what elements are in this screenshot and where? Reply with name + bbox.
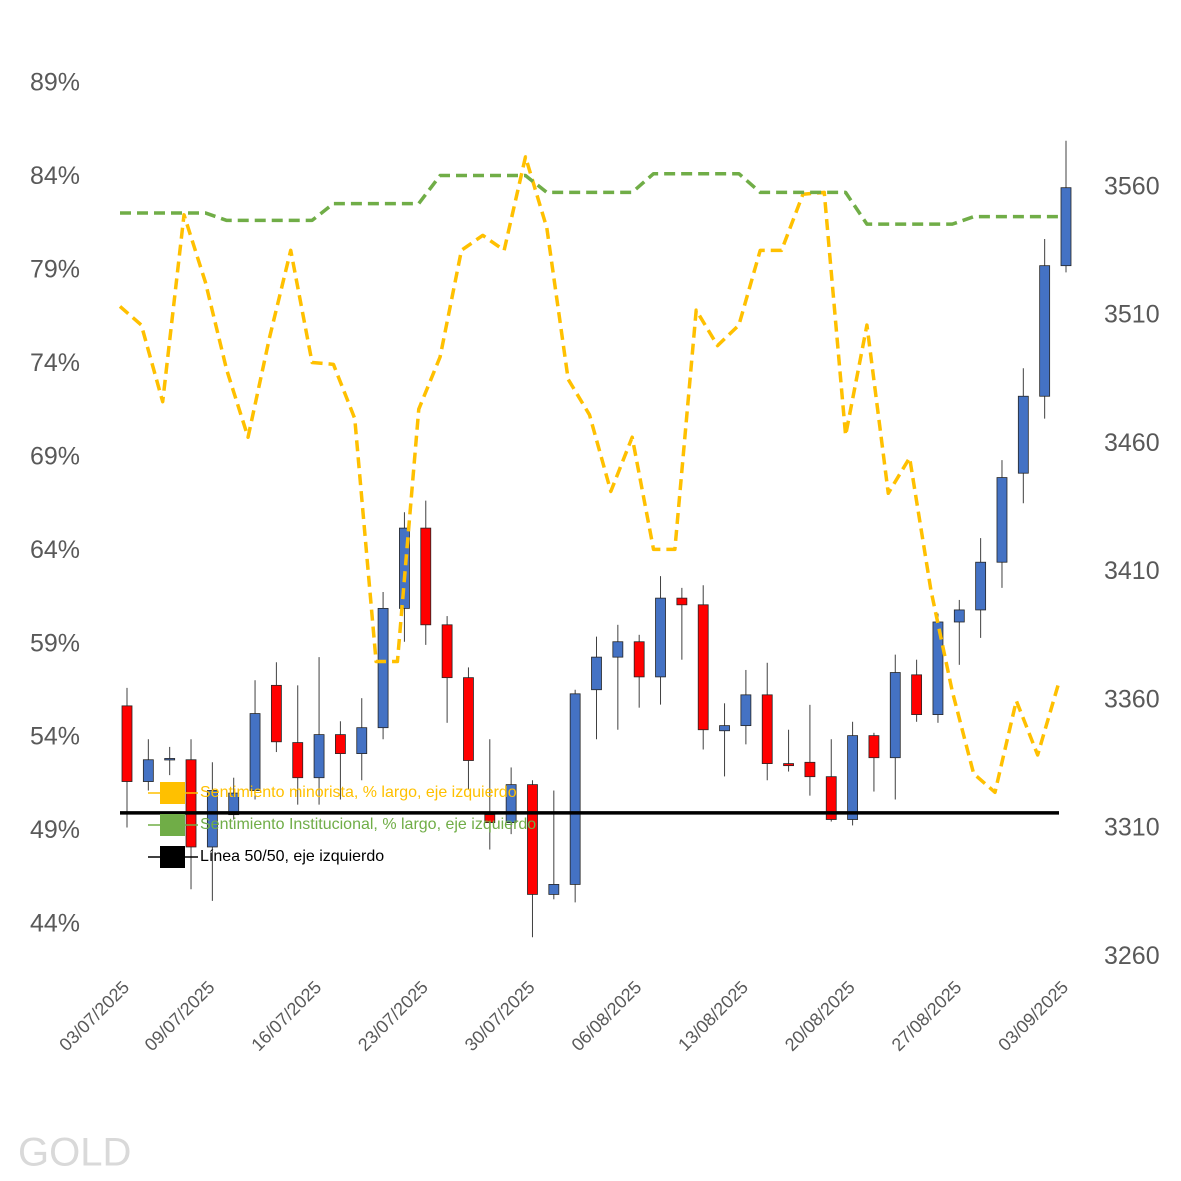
candle-body [484, 814, 496, 823]
y-tick-label: 69% [30, 442, 80, 470]
y2-tick-label: 3310 [1104, 814, 1160, 842]
candle-body [783, 763, 794, 767]
candle-body [953, 609, 965, 623]
y-tick-label: 59% [30, 629, 80, 657]
candle-body [1017, 395, 1029, 474]
y-tick-label: 89% [30, 69, 80, 97]
candle-body [249, 713, 261, 791]
y-tick-label: 54% [30, 723, 80, 751]
candle-body [313, 734, 325, 779]
series-line [118, 155, 1061, 795]
candle-body [292, 742, 304, 779]
candle-body [825, 776, 837, 820]
candle-body [399, 527, 410, 609]
y-tick-label: 64% [30, 536, 80, 564]
candle-body [420, 527, 432, 626]
candle-body [569, 693, 581, 885]
candle-body [804, 761, 816, 778]
legend-swatch [160, 814, 185, 836]
legend-label: Sentimiento Institucional, % largo, eje … [200, 816, 536, 833]
candle-body [996, 477, 1008, 563]
y-tick-label: 49% [30, 816, 80, 844]
y-tick-label: 44% [30, 910, 80, 938]
candle-body [164, 758, 176, 761]
candle-body [463, 677, 474, 761]
candle-body [1060, 187, 1072, 267]
candle-body [1039, 265, 1051, 397]
legend-swatch [160, 846, 185, 868]
legend-label: Línea 50/50, eje izquierdo [200, 848, 384, 865]
y2-tick-label: 3560 [1104, 172, 1160, 200]
candle-body [847, 735, 858, 820]
series-line [120, 171, 1059, 226]
candle-body [761, 694, 773, 764]
candle-body [676, 597, 688, 606]
legend-label: Sentimiento minorista, % largo, eje izqu… [200, 784, 517, 801]
candle-body [975, 561, 987, 611]
candle-body [185, 759, 197, 848]
candle-body [612, 641, 624, 658]
y2-tick-label: 3360 [1104, 685, 1160, 713]
y2-tick-label: 3510 [1104, 301, 1160, 329]
y2-tick-label: 3260 [1104, 942, 1160, 970]
candle-body [740, 694, 752, 727]
candle-body [591, 656, 602, 691]
y2-tick-label: 3460 [1104, 429, 1160, 457]
candle-body [633, 641, 645, 678]
candle-body [335, 734, 346, 754]
candle-body [377, 607, 389, 729]
candle-body [142, 759, 154, 782]
candle-body [868, 735, 880, 759]
legend-swatch [160, 782, 185, 804]
candle-body [719, 725, 730, 732]
candle-body [121, 705, 133, 782]
candle-body [505, 784, 517, 823]
y2-tick-label: 3410 [1104, 557, 1160, 585]
candle-body [548, 884, 560, 895]
candle-body [270, 684, 282, 743]
y-tick-label: 79% [30, 255, 80, 283]
candle-body [206, 790, 218, 848]
candle-body [911, 674, 923, 715]
candle-body [228, 792, 240, 816]
candle-body [356, 727, 368, 754]
y-tick-label: 74% [30, 349, 80, 377]
candle-body [441, 624, 453, 679]
candle-body [697, 604, 709, 731]
candle-body [527, 784, 538, 895]
y-tick-label: 84% [30, 162, 80, 190]
candle-body [889, 672, 901, 759]
candle-body [655, 597, 666, 678]
watermark: GOLD [18, 1131, 131, 1175]
